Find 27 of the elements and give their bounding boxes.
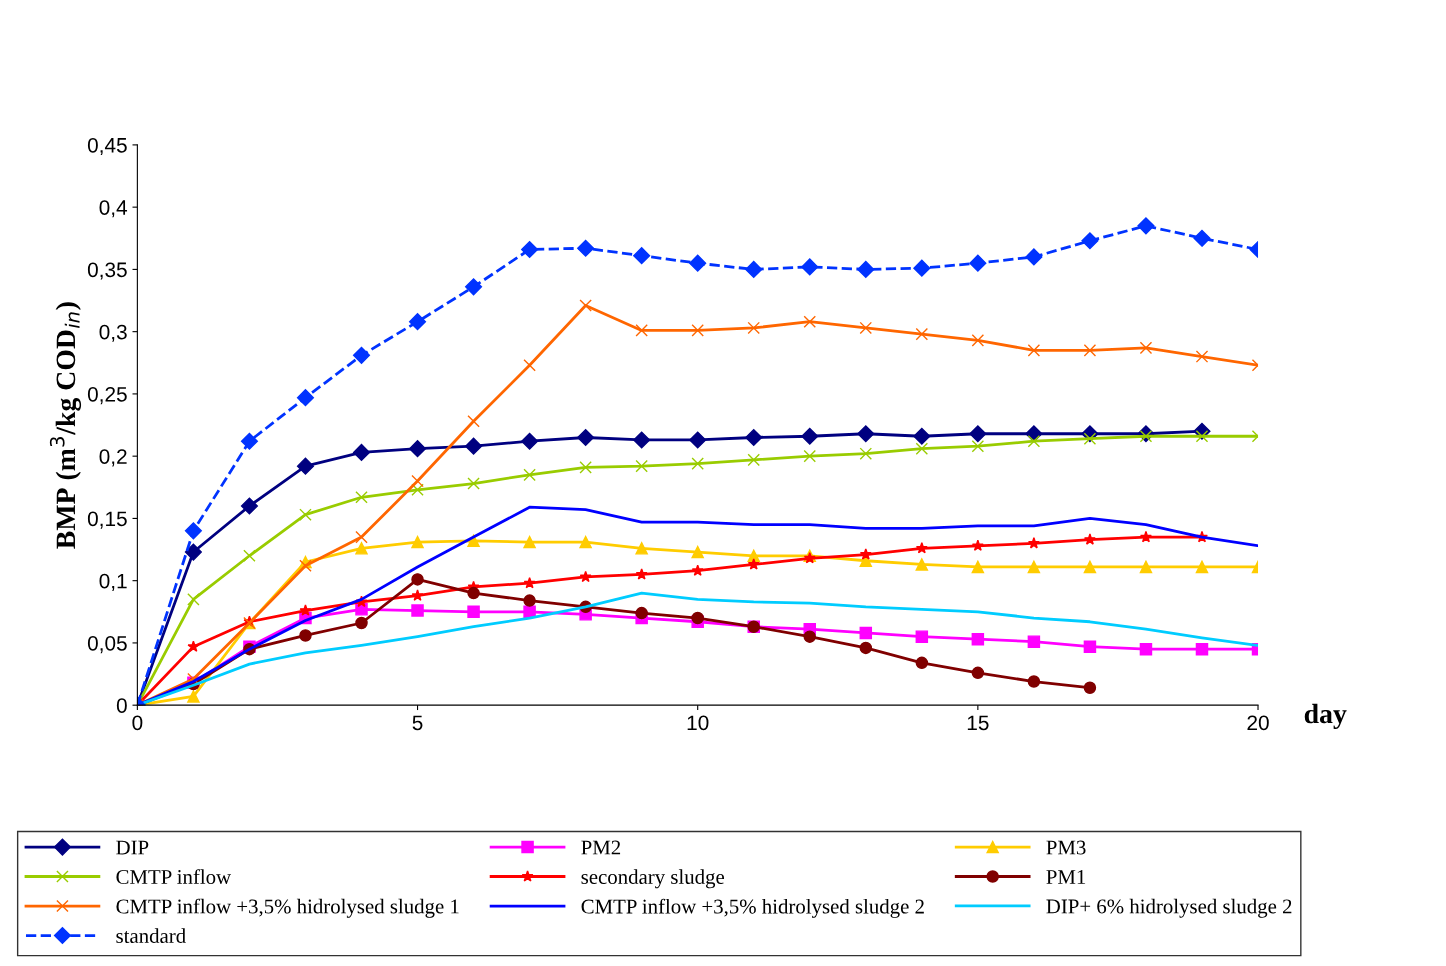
legend-label: PM1 (1046, 870, 1086, 884)
y-tick-label: 0,4 (99, 200, 128, 218)
y-tick-label: 0,3 (99, 324, 127, 342)
y-axis-title: BMP (m$^{3}$/kg COD$_{in}$) (49, 302, 82, 549)
legend-label: DIP (116, 840, 149, 855)
y-tick-label: 0,45 (87, 137, 127, 156)
legend-label: CMTP inflow (116, 869, 232, 884)
legend-label: CMTP inflow +3,5% hidrolysed sludge 2 (581, 898, 924, 918)
legend-label: secondary sludge (581, 869, 725, 889)
x-tick-label: 5 (412, 715, 423, 731)
legend-label: PM2 (581, 840, 621, 855)
y-tick-label: 0,15 (87, 511, 127, 529)
x-tick-label: 20 (1247, 715, 1269, 731)
y-tick-label: 0,25 (87, 386, 127, 405)
y-tick-label: 0 (116, 698, 127, 713)
x-tick-label: 15 (967, 715, 989, 731)
x-tick-label: 10 (687, 715, 709, 731)
y-tick-label: 0,35 (87, 262, 127, 280)
legend-label: DIP+ 6% hidrolysed sludge 2 (1046, 898, 1292, 918)
x-tick-label: 0 (132, 715, 143, 731)
y-tick-label: 0,2 (99, 449, 127, 467)
legend-label: standard (116, 928, 186, 944)
legend-label: PM3 (1046, 840, 1086, 855)
x-axis-title: day (1304, 703, 1347, 730)
y-tick-label: 0,1 (99, 573, 127, 591)
y-tick-label: 0,05 (87, 635, 127, 654)
legend-label: CMTP inflow +3,5% hidrolysed sludge 1 (116, 898, 459, 918)
